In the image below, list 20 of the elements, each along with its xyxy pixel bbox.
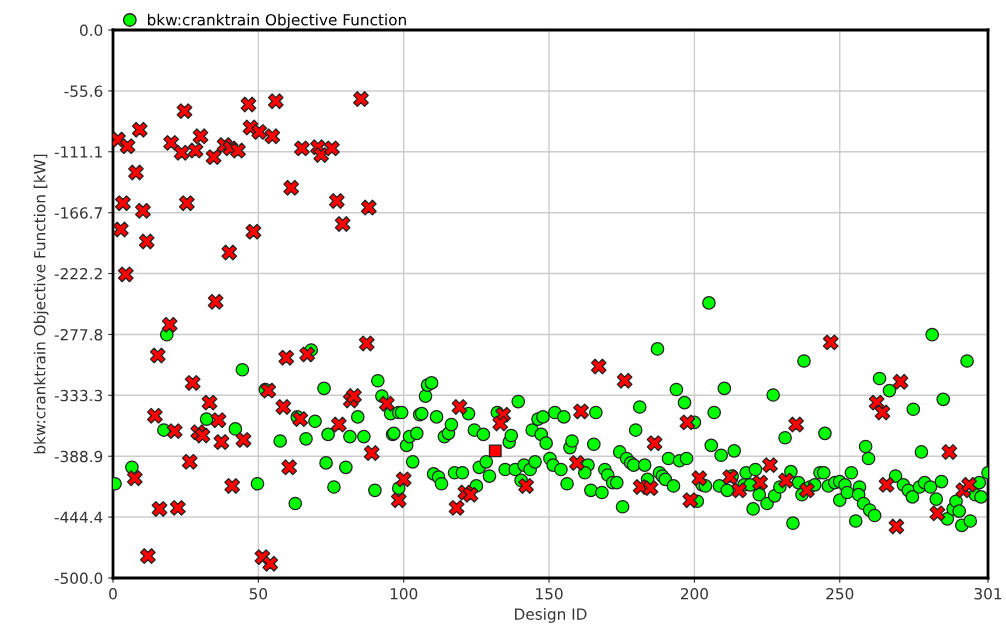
y-tick-label: -111.1 — [54, 146, 102, 158]
y-tick-label: -277.8 — [54, 328, 103, 341]
x-tick-label: 150 — [536, 587, 563, 600]
y-axis-title: bkw:cranktrain Objective Function [kW] — [33, 154, 49, 454]
x-tick-label: 50 — [249, 587, 268, 600]
y-tick-label: 0.0 — [79, 24, 103, 37]
x-tick-label: 200 — [680, 587, 708, 600]
y-tick-label: -333.3 — [54, 389, 103, 402]
y-tick-label: -500.0 — [54, 572, 103, 585]
y-tick-label: -166.7 — [54, 207, 102, 219]
x-tick-label: 100 — [390, 587, 418, 600]
x-tick-label: 0 — [109, 587, 117, 600]
y-tick-label: -388.9 — [54, 450, 103, 463]
x-tick-label: 250 — [826, 587, 854, 600]
y-tick-label: -55.6 — [64, 85, 103, 97]
y-tick-label: -222.2 — [54, 268, 102, 280]
x-axis-title: Design ID — [515, 608, 587, 623]
y-tick-label: -444.4 — [54, 511, 103, 523]
legend-label: bkw:cranktrain Objective Function — [148, 13, 406, 29]
x-tick-label: 301 — [974, 587, 1002, 600]
